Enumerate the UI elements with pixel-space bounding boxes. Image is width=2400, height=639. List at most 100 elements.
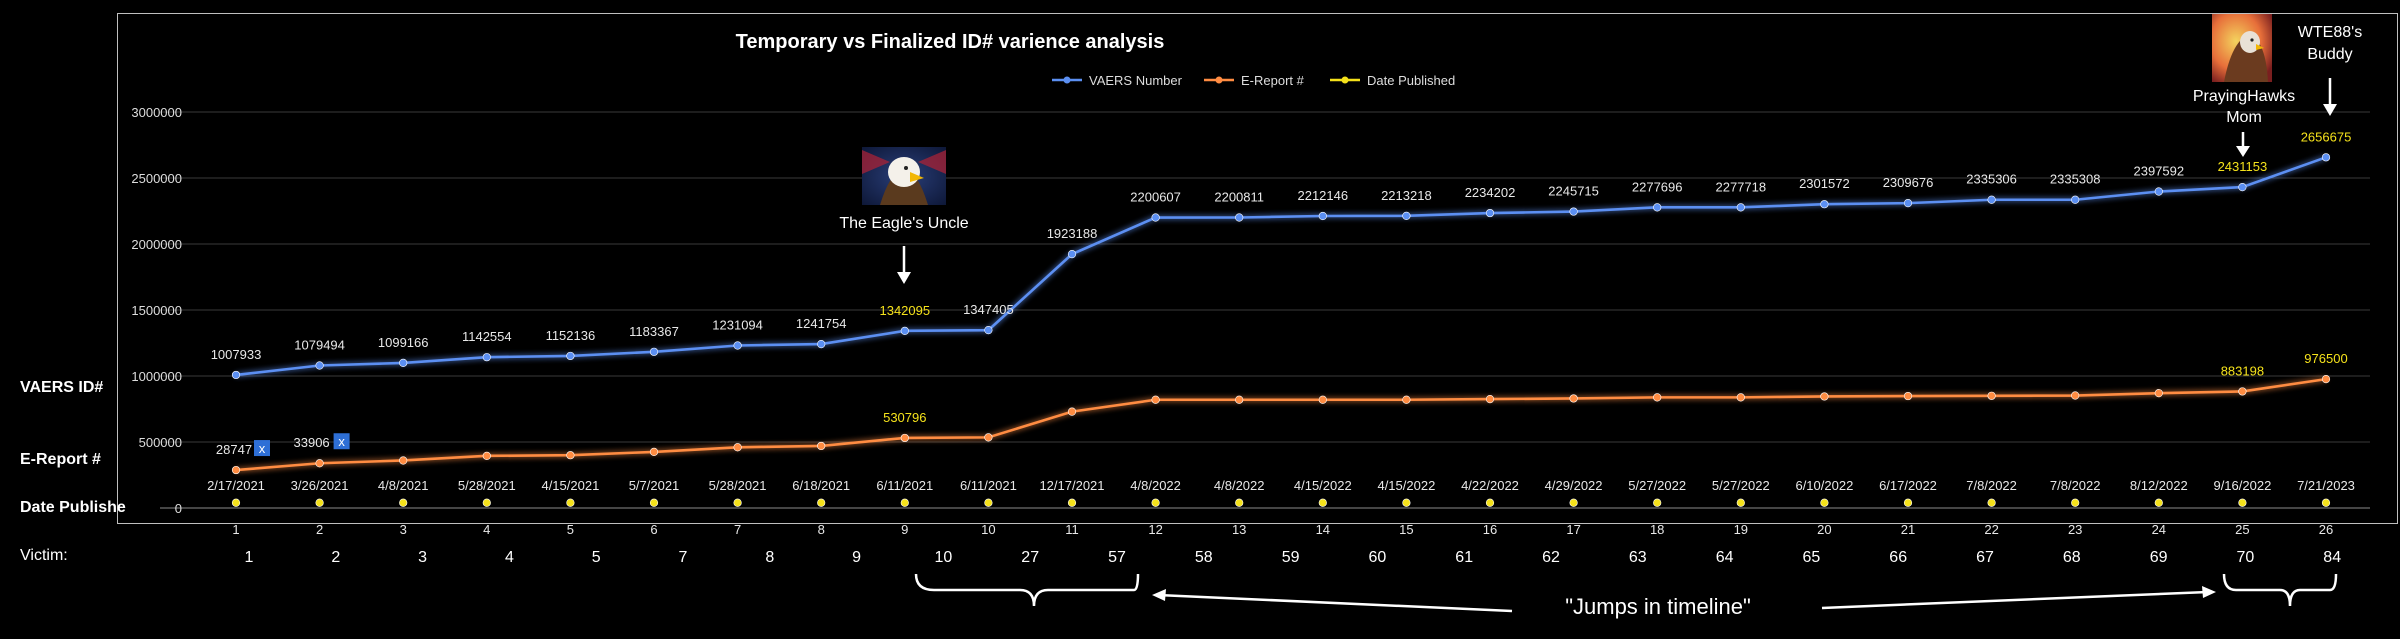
- legend-item-vaers: VAERS Number: [1052, 73, 1183, 88]
- date-label: 7/8/2022: [2050, 478, 2101, 493]
- date-label: 4/8/2022: [1214, 478, 1265, 493]
- series-line-vaers: [235, 156, 2327, 377]
- x-tick-label: 14: [1316, 522, 1330, 537]
- data-label-vaers: 2234202: [1465, 185, 1516, 200]
- chart-title: Temporary vs Finalized ID# varience anal…: [736, 31, 1165, 53]
- date-label: 4/8/2021: [378, 478, 429, 493]
- date-label: 2/17/2021: [207, 478, 265, 493]
- data-point-vaers: [1151, 213, 1160, 222]
- data-point-date: [1235, 498, 1244, 507]
- x-tick-label: 12: [1148, 522, 1162, 537]
- date-label: 5/7/2021: [629, 478, 680, 493]
- data-point-ereport: [315, 459, 324, 468]
- data-label-vaers: 1007933: [211, 347, 262, 362]
- data-point-ereport: [733, 443, 742, 452]
- date-label: 5/27/2022: [1712, 478, 1770, 493]
- x-tick-label: 4: [483, 522, 490, 537]
- date-label: 5/28/2021: [458, 478, 516, 493]
- data-label-vaers: 1342095: [879, 303, 930, 318]
- data-point-vaers: [984, 326, 993, 335]
- x-tick-label: 22: [1984, 522, 1998, 537]
- data-label-vaers: 2335306: [1966, 172, 2017, 187]
- y-tick-label: 500000: [139, 435, 182, 450]
- data-label-ereport: 883198: [2221, 363, 2264, 378]
- data-point-vaers: [733, 341, 742, 350]
- data-label-vaers: 1241754: [796, 316, 847, 331]
- data-label-ereport: 33906: [294, 435, 330, 450]
- date-label: 5/28/2021: [709, 478, 767, 493]
- data-point-vaers: [1736, 203, 1745, 212]
- data-point-ereport: [2071, 391, 2080, 400]
- date-label: 9/16/2022: [2213, 478, 2271, 493]
- data-point-date: [482, 498, 491, 507]
- victim-number: 63: [1629, 549, 1647, 566]
- date-published-side-label: Date Publishe: [20, 499, 126, 516]
- data-point-vaers: [315, 361, 324, 370]
- data-point-date: [2154, 498, 2163, 507]
- eagle-caption: The Eagle's Uncle: [839, 215, 968, 232]
- data-point-ereport: [1903, 391, 1913, 401]
- data-point-ereport: [817, 441, 826, 451]
- data-point-date: [1820, 498, 1829, 507]
- y-tick-label: 3000000: [131, 105, 182, 120]
- date-label: 3/26/2021: [291, 478, 349, 493]
- data-point-vaers: [482, 353, 491, 362]
- victim-number: 27: [1021, 549, 1039, 566]
- data-label-vaers: 2301572: [1799, 176, 1850, 191]
- eagle-picture: [862, 147, 946, 205]
- wte-caption-line2: Buddy: [2307, 46, 2352, 63]
- ereport-side-label: E-Report #: [20, 451, 101, 468]
- data-point-ereport: [482, 451, 491, 460]
- data-point-vaers: [1987, 195, 1996, 204]
- data-point-ereport: [1736, 393, 1745, 402]
- data-label-vaers: 1099166: [378, 335, 429, 350]
- x-tick-label: 10: [981, 522, 995, 537]
- hawks-arrow: [2236, 132, 2250, 157]
- victim-number: 68: [2063, 549, 2081, 566]
- data-point-date: [900, 498, 909, 507]
- data-point-ereport: [1067, 407, 1077, 416]
- data-point-ereport: [984, 433, 993, 442]
- data-label-ereport: 530796: [883, 410, 926, 425]
- victim-number: 60: [1369, 549, 1387, 566]
- wte-arrow: [2323, 78, 2337, 116]
- data-point-ereport: [1569, 394, 1578, 403]
- x-tick-label: 7: [734, 522, 741, 537]
- legend-item-ereport: E-Report #: [1204, 73, 1305, 88]
- data-point-date: [1903, 498, 1913, 507]
- data-point-vaers: [900, 326, 909, 335]
- x-tick-label: 15: [1399, 522, 1413, 537]
- data-point-vaers: [1485, 208, 1495, 218]
- x-tick-label: 13: [1232, 522, 1246, 537]
- data-point-vaers: [1820, 200, 1829, 209]
- y-tick-label: 2500000: [131, 171, 182, 186]
- x-tick-label: 2: [316, 522, 323, 537]
- date-label: 4/8/2022: [1130, 478, 1181, 493]
- data-point-ereport: [231, 465, 241, 475]
- victim-number: 1: [245, 549, 254, 566]
- data-point-ereport: [566, 451, 575, 460]
- data-point-date: [1485, 498, 1495, 507]
- data-point-date: [649, 498, 659, 507]
- data-point-date: [231, 498, 241, 507]
- data-point-date: [399, 498, 408, 507]
- victim-number: 64: [1716, 549, 1734, 566]
- vaers-id-side-label: VAERS ID#: [20, 379, 104, 396]
- victim-number: 4: [505, 549, 514, 566]
- date-label: 6/11/2021: [960, 478, 1017, 493]
- data-point-date: [566, 498, 575, 507]
- data-label-vaers: 1152136: [546, 328, 596, 343]
- victim-number: 69: [2150, 549, 2168, 566]
- x-tick-label: 24: [2152, 522, 2166, 537]
- data-label-vaers: 2431153: [2218, 159, 2268, 174]
- data-label-vaers: 2656675: [2301, 129, 2352, 144]
- date-label: 4/15/2022: [1294, 478, 1352, 493]
- x-tick-label: 17: [1566, 522, 1580, 537]
- data-label-vaers: 1183367: [629, 324, 679, 339]
- series-line-ereport: [235, 377, 2327, 472]
- data-point-vaers: [2071, 195, 2080, 204]
- data-point-vaers: [566, 351, 575, 361]
- praying-hawks-picture: [2212, 14, 2272, 82]
- data-label-vaers: 1923188: [1047, 226, 1098, 241]
